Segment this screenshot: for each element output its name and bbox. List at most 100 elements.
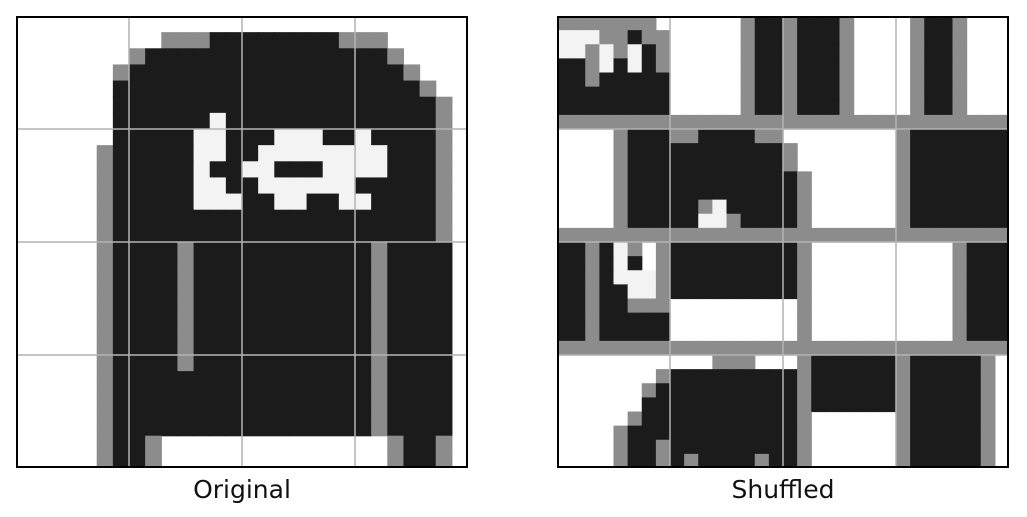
pixel xyxy=(740,355,756,370)
pixel xyxy=(839,340,855,356)
pixel xyxy=(258,48,275,66)
pixel xyxy=(225,32,243,49)
pixel xyxy=(783,411,798,427)
pixel xyxy=(161,225,179,243)
pixel xyxy=(740,30,756,45)
pixel xyxy=(811,340,826,356)
pixel xyxy=(419,129,437,146)
pixel xyxy=(655,242,671,257)
pixel xyxy=(938,129,954,144)
pixel xyxy=(938,171,954,187)
pixel xyxy=(129,80,146,98)
pixel xyxy=(684,284,699,300)
pixel xyxy=(924,30,939,45)
pixel xyxy=(811,72,826,88)
pixel xyxy=(274,145,292,162)
pixel xyxy=(839,16,855,31)
pixel xyxy=(966,114,982,130)
pixel xyxy=(980,171,996,187)
pixel xyxy=(177,403,195,421)
pixel xyxy=(740,129,756,144)
pixel xyxy=(161,129,179,146)
pixel xyxy=(242,80,259,98)
pixel xyxy=(797,213,812,229)
pixel xyxy=(209,80,227,98)
pixel xyxy=(966,298,982,314)
pixel xyxy=(129,387,146,405)
pixel xyxy=(129,129,146,146)
pixel xyxy=(797,326,812,342)
pixel xyxy=(627,30,643,45)
pixel xyxy=(225,274,243,292)
pixel xyxy=(112,306,130,324)
pixel xyxy=(193,338,211,356)
pixel xyxy=(867,369,883,384)
pixel xyxy=(209,96,227,114)
pixel xyxy=(980,185,996,201)
pixel xyxy=(599,340,615,356)
pixel xyxy=(980,453,996,468)
pixel xyxy=(641,270,657,285)
pixel xyxy=(726,397,742,413)
pixel xyxy=(980,270,996,285)
pixel xyxy=(938,383,954,398)
pixel xyxy=(387,64,405,82)
pixel xyxy=(387,145,405,162)
pixel xyxy=(225,225,243,243)
pixel xyxy=(712,242,728,257)
pixel xyxy=(896,199,911,215)
pixel xyxy=(655,425,671,441)
pixel xyxy=(355,322,372,340)
pixel xyxy=(712,185,728,201)
pixel xyxy=(853,227,869,243)
pixel xyxy=(910,16,925,31)
pixel xyxy=(306,274,324,292)
pixel xyxy=(726,199,742,215)
pixel xyxy=(145,371,162,388)
pixel xyxy=(145,64,162,82)
pixel xyxy=(797,284,812,300)
pixel xyxy=(290,145,308,162)
pixel xyxy=(258,32,275,49)
pixel xyxy=(740,171,756,187)
pixel xyxy=(435,419,453,437)
pixel xyxy=(599,16,615,31)
pixel xyxy=(698,256,713,271)
pixel xyxy=(112,80,130,98)
pixel xyxy=(712,284,728,300)
pixel xyxy=(938,86,954,102)
pixel xyxy=(966,157,982,172)
pixel xyxy=(209,225,227,243)
pixel xyxy=(338,64,356,82)
pixel xyxy=(371,80,388,98)
pixel xyxy=(740,256,756,271)
pixel xyxy=(209,193,227,211)
pixel xyxy=(641,171,657,187)
pixel xyxy=(952,439,968,455)
pixel xyxy=(193,290,211,308)
pixel xyxy=(684,340,699,356)
pixel xyxy=(980,397,996,413)
pixel xyxy=(258,177,275,195)
pixel xyxy=(655,213,671,229)
pixel xyxy=(910,340,925,356)
pixel xyxy=(129,64,146,82)
pixel xyxy=(338,322,356,340)
pixel xyxy=(193,322,211,340)
pixel xyxy=(571,114,586,130)
pixel xyxy=(670,185,685,201)
pixel xyxy=(306,177,324,195)
pixel xyxy=(952,355,968,370)
pixel xyxy=(783,114,798,130)
pixel xyxy=(571,58,586,74)
pixel xyxy=(712,397,728,413)
pixel xyxy=(274,306,292,324)
pixel xyxy=(242,64,259,82)
pixel xyxy=(797,114,812,130)
pixel xyxy=(435,193,453,211)
pixel xyxy=(290,80,308,98)
pixel xyxy=(419,387,437,405)
pixel xyxy=(571,100,586,116)
pixel xyxy=(825,72,841,88)
pixel xyxy=(924,100,939,116)
